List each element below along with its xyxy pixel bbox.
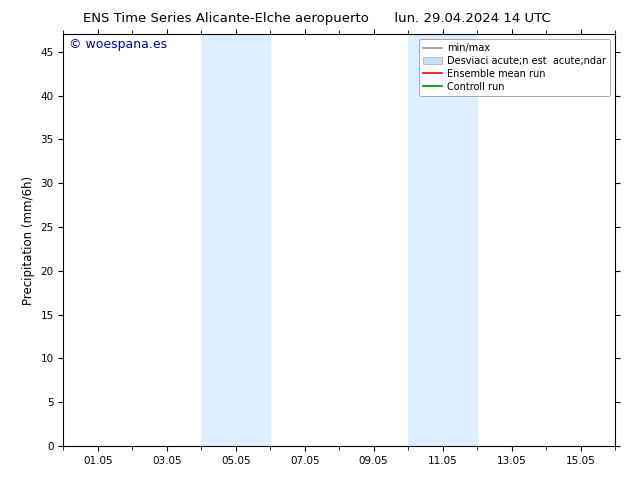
Legend: min/max, Desviaci acute;n est  acute;ndar, Ensemble mean run, Controll run: min/max, Desviaci acute;n est acute;ndar… [419, 39, 610, 96]
Text: ENS Time Series Alicante-Elche aeropuerto      lun. 29.04.2024 14 UTC: ENS Time Series Alicante-Elche aeropuert… [83, 12, 551, 25]
Bar [202, 34, 270, 446]
Text: © woespana.es: © woespana.es [69, 38, 167, 51]
Y-axis label: Precipitation (mm/6h): Precipitation (mm/6h) [22, 175, 35, 305]
Bar [408, 34, 477, 446]
